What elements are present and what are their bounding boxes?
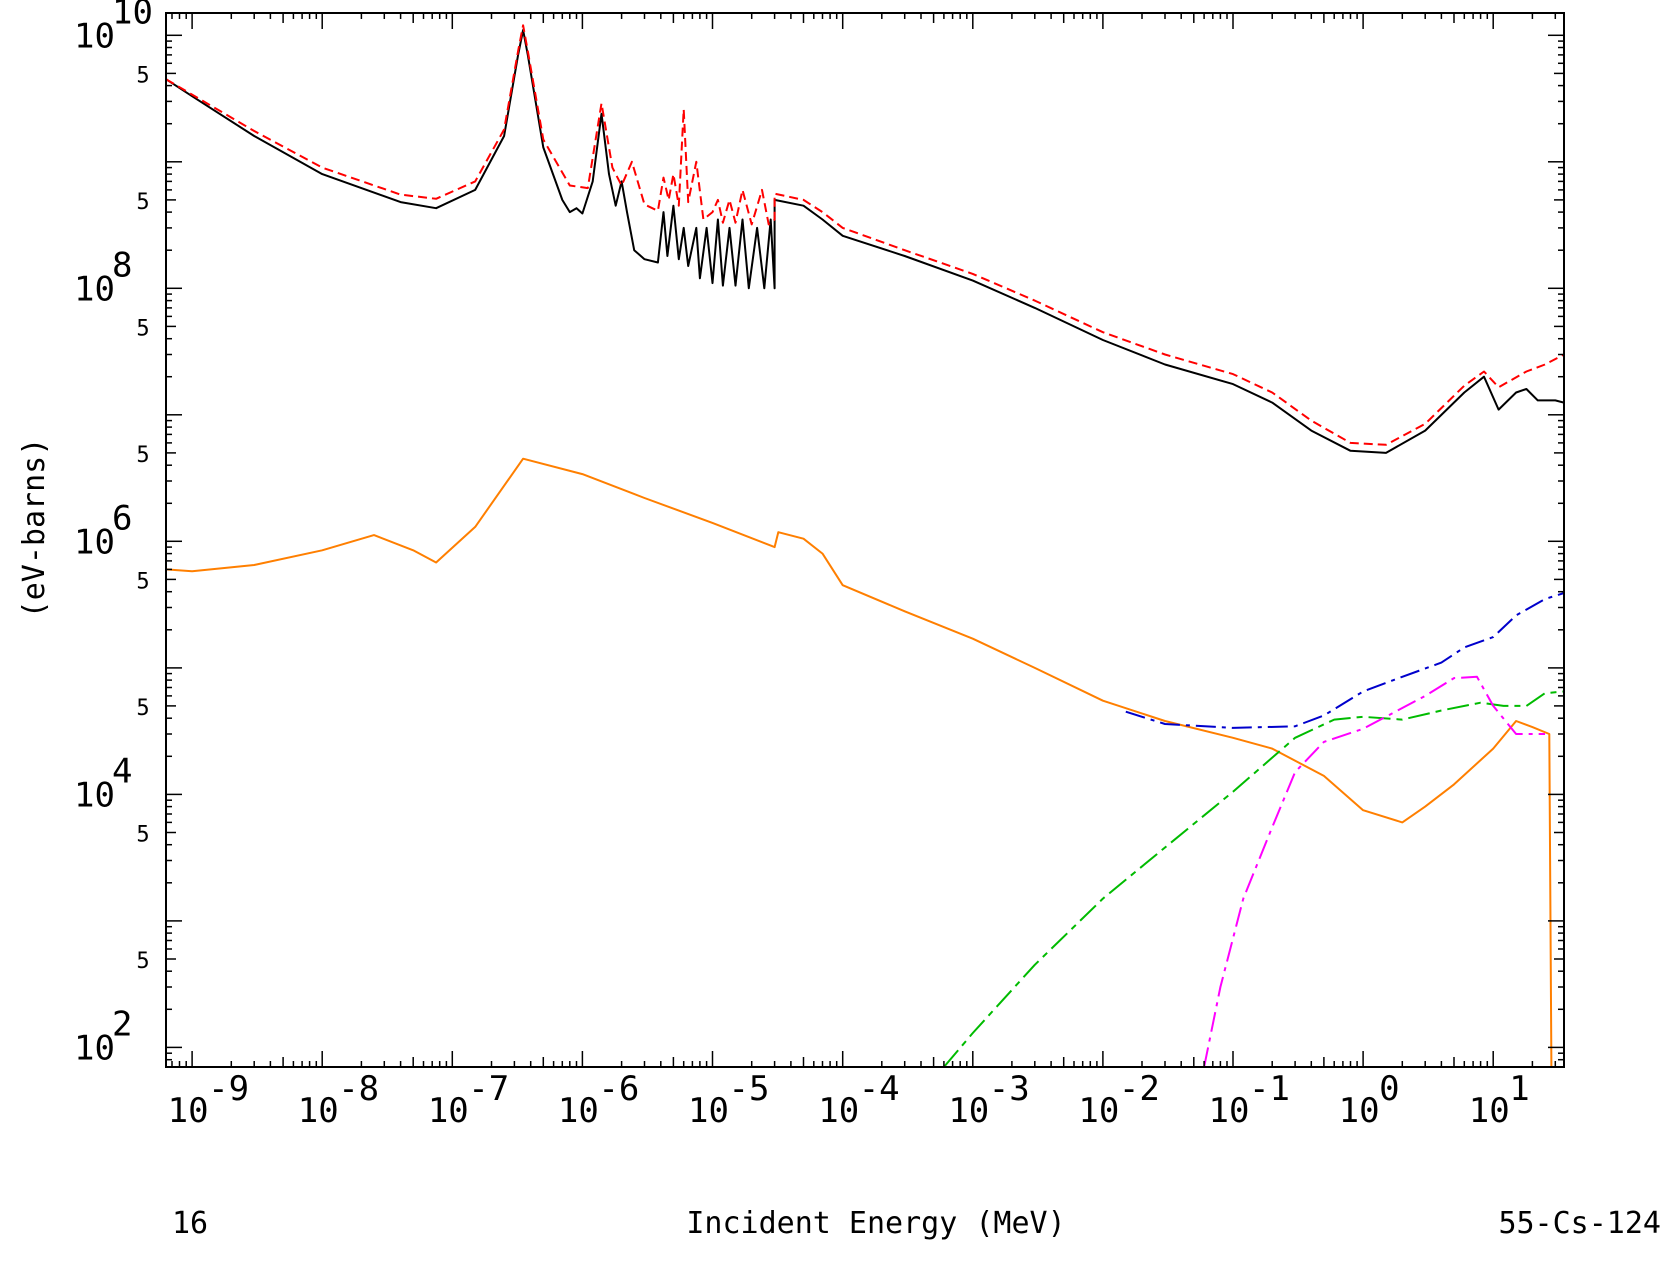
x-tick-exponent: -8 [338, 1069, 379, 1109]
y-minor-label-3: 5 [136, 443, 149, 468]
x-tick-exponent: -7 [468, 1069, 509, 1109]
y-axis-title: (eV-barns) [17, 438, 52, 619]
y-minor-label-2: 5 [136, 316, 149, 341]
x-tick-base: 10 [948, 1091, 989, 1131]
x-tick-base: 10 [1209, 1091, 1250, 1131]
y-tick-base: 10 [74, 522, 115, 562]
y-tick-exponent: 10 [112, 0, 153, 32]
y-minor-label-1: 5 [136, 190, 149, 215]
y-minor-label-5: 5 [136, 696, 149, 721]
x-tick-exponent: -5 [729, 1069, 770, 1109]
x-tick-exponent: -1 [1249, 1069, 1290, 1109]
x-tick-base: 10 [298, 1091, 339, 1131]
y-tick-exponent: 6 [112, 498, 132, 538]
y-tick-base: 10 [74, 16, 115, 56]
x-tick-exponent: -2 [1119, 1069, 1160, 1109]
footer-right-label: 55-Cs-124 [1498, 1206, 1661, 1241]
y-tick-base: 10 [74, 269, 115, 309]
x-tick-base: 10 [168, 1091, 209, 1131]
x-tick-base: 10 [1339, 1091, 1380, 1131]
x-tick-base: 10 [428, 1091, 469, 1131]
x-tick-base: 10 [818, 1091, 859, 1131]
x-tick-exponent: -6 [598, 1069, 639, 1109]
x-tick-exponent: -3 [989, 1069, 1030, 1109]
y-tick-exponent: 8 [112, 245, 132, 285]
x-tick-exponent: 0 [1379, 1069, 1399, 1109]
x-tick-base: 10 [1078, 1091, 1119, 1131]
y-minor-label-4: 5 [136, 569, 149, 594]
y-tick-base: 10 [74, 775, 115, 815]
y-tick-exponent: 4 [112, 751, 132, 791]
x-tick-exponent: -4 [859, 1069, 900, 1109]
footer-left-label: 16 [172, 1206, 208, 1241]
x-tick-base: 10 [688, 1091, 729, 1131]
y-tick-base: 10 [74, 1028, 115, 1068]
x-axis-title: Incident Energy (MeV) [686, 1206, 1065, 1241]
x-tick-exponent: 1 [1509, 1069, 1529, 1109]
x-tick-base: 10 [1469, 1091, 1510, 1131]
y-tick-exponent: 2 [112, 1004, 132, 1044]
x-tick-exponent: -9 [208, 1069, 249, 1109]
y-minor-label-6: 5 [136, 823, 149, 848]
y-minor-label-7: 5 [136, 949, 149, 974]
y-minor-label-0: 5 [136, 63, 149, 88]
x-tick-base: 10 [558, 1091, 599, 1131]
